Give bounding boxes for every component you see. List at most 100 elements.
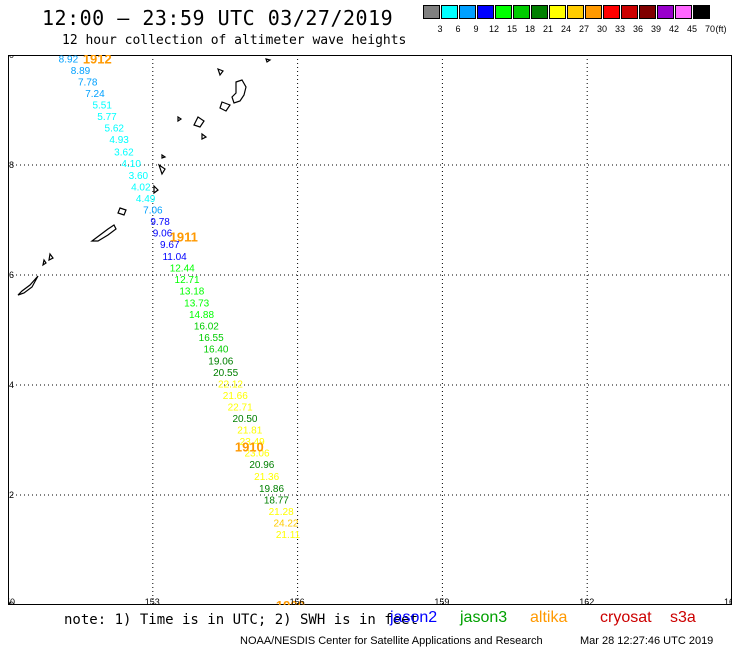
lat-tick-40: 40: [8, 600, 14, 605]
wave-height-value: 13.73: [184, 299, 209, 310]
scale-label-3: 3: [437, 24, 443, 34]
wave-height-value: 4.49: [136, 194, 156, 205]
coastline-9: [193, 116, 205, 128]
lat-tick-44: 44: [8, 380, 14, 390]
lon-tick-150: 150: [8, 597, 15, 605]
scale-swatch-24: [549, 5, 566, 19]
lat-tick-48: 48: [8, 160, 14, 170]
page-title: 12:00 – 23:59 UTC 03/27/2019: [42, 6, 394, 30]
scale-swatch-36: [621, 5, 638, 19]
wave-height-value: 22.12: [218, 379, 243, 390]
wave-height-value: 21.11: [276, 530, 301, 541]
satellite-altika: altika: [530, 609, 568, 626]
satellite-cryosat: cryosat: [600, 609, 652, 626]
wave-height-value: 16.02: [194, 322, 219, 333]
wave-height-value: 5.62: [105, 124, 125, 135]
wave-height-value: 3.62: [114, 147, 134, 158]
scale-swatch-30: [585, 5, 602, 19]
satellite-jason2: jason2: [390, 609, 438, 626]
wave-height-value: 18.77: [264, 495, 289, 506]
wave-height-value: 8.92: [59, 55, 79, 65]
scale-label-21: 21: [542, 24, 553, 34]
wave-height-value: 4.02: [131, 182, 151, 193]
generated-timestamp: Mar 28 12:27:46 UTC 2019: [580, 635, 714, 647]
scale-label-27: 27: [578, 24, 589, 34]
coastline-5: [117, 207, 127, 216]
wave-height-value: 7.24: [85, 89, 105, 100]
scale-swatch-21: [531, 5, 548, 19]
satellite-s3a: s3a: [670, 609, 696, 626]
wave-height-value: 20.50: [232, 414, 257, 425]
scale-swatch-3: [423, 5, 440, 19]
scale-swatch-42: [657, 5, 674, 19]
scale-label-36: 36: [632, 24, 643, 34]
scale-swatch-9: [459, 5, 476, 19]
scale-swatch-6: [441, 5, 458, 19]
coastline-15: [265, 58, 272, 63]
pass-label-1909: 1909: [276, 598, 305, 605]
scale-label-42: 42: [668, 24, 679, 34]
wave-height-value: 13.18: [179, 286, 204, 297]
wave-height-value: 11.04: [162, 252, 187, 263]
coastline-10: [201, 132, 208, 140]
wave-height-value: 16.40: [203, 345, 228, 356]
lon-tick-156: 156: [290, 597, 305, 605]
map-frame: [8, 55, 732, 605]
lon-tick-162: 162: [579, 597, 594, 605]
scale-label-15: 15: [506, 24, 517, 34]
scale-label-39: 39: [650, 24, 661, 34]
wave-height-value: 19.86: [259, 484, 284, 495]
wave-height-value: 23.06: [245, 449, 270, 460]
coastline-2: [42, 258, 47, 267]
coastline-14: [217, 67, 224, 77]
scale-swatch-15: [495, 5, 512, 19]
scale-swatch-33: [603, 5, 620, 19]
pass-label-1910: 1910: [235, 440, 264, 455]
scale-swatch-39: [639, 5, 656, 19]
units-note: note: 1) Time is in UTC; 2) SWH is in fe…: [64, 612, 419, 628]
scale-swatch-27: [567, 5, 584, 19]
scale-label-30: 30: [596, 24, 607, 34]
lat-tick-42: 42: [8, 490, 14, 500]
lon-tick-153: 153: [145, 597, 160, 605]
wave-height-map: 8.928.897.787.245.515.775.624.933.624.10…: [8, 55, 732, 605]
scale-label-9: 9: [473, 24, 479, 34]
wave-height-value: 22.71: [228, 402, 253, 413]
scale-label-45: 45: [686, 24, 697, 34]
credit-text: NOAA/NESDIS Center for Satellite Applica…: [240, 635, 543, 647]
wave-height-value: 5.51: [92, 101, 112, 112]
scale-swatch-18: [513, 5, 530, 19]
scale-swatch-70: [693, 5, 710, 19]
page-subtitle: 12 hour collection of altimeter wave hei…: [62, 33, 407, 48]
scale-label-6: 6: [455, 24, 461, 34]
pass-label-1912: 1912: [83, 55, 112, 66]
coastline-12: [231, 79, 247, 104]
wave-height-value: 23.49: [240, 437, 265, 448]
scale-label-33: 33: [614, 24, 625, 34]
lat-tick-50: 50: [8, 55, 14, 60]
wave-height-value: 3.60: [129, 171, 149, 182]
wave-height-value: 24.22: [273, 519, 298, 530]
wave-height-value: 19.06: [208, 356, 233, 367]
wave-height-value: 20.96: [249, 460, 274, 471]
wave-height-value: 21.66: [223, 391, 248, 402]
wave-height-value: 9.67: [160, 240, 180, 251]
scale-label-12: 12: [488, 24, 499, 34]
wave-height-value: 16.55: [199, 333, 224, 344]
wave-height-value: 12.44: [170, 263, 195, 274]
scale-swatch-45: [675, 5, 692, 19]
scale-label-24: 24: [560, 24, 571, 34]
satellite-jason3: jason3: [460, 609, 508, 626]
scale-label-70: 70: [704, 24, 715, 34]
lon-tick-165: 165: [724, 597, 732, 605]
wave-height-value: 8.89: [71, 66, 91, 77]
wave-height-value: 14.88: [189, 310, 214, 321]
coastline-11: [177, 115, 183, 123]
wave-height-value: 20.55: [213, 368, 238, 379]
scale-swatch-12: [477, 5, 494, 19]
scale-label-18: 18: [524, 24, 535, 34]
wave-height-value: 9.78: [150, 217, 170, 228]
wave-height-value: 21.81: [237, 426, 262, 437]
wave-height-value: 9.06: [153, 229, 173, 240]
lat-tick-46: 46: [8, 270, 14, 280]
